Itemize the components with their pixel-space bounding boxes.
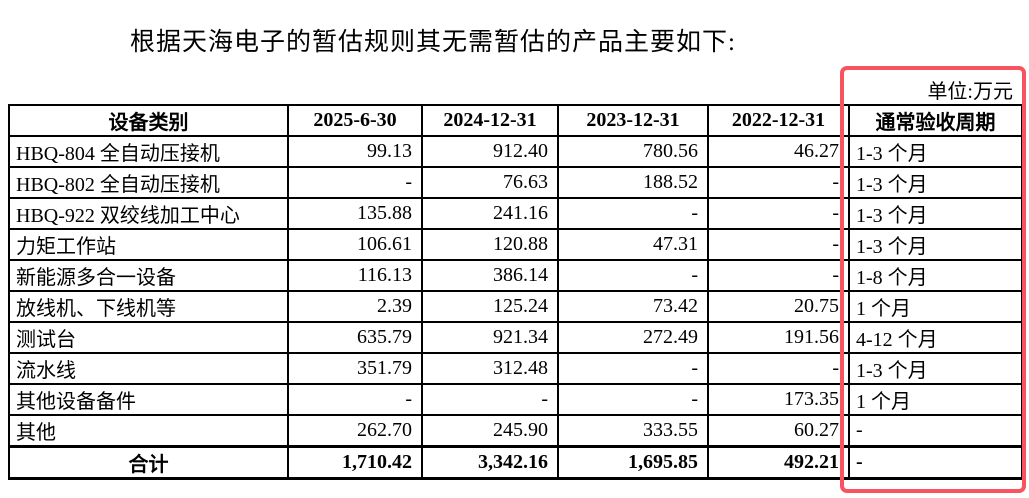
value-cell: 351.79 xyxy=(287,352,423,385)
value-cell: 125.24 xyxy=(421,290,559,323)
device-category-cell: HBQ-802 全自动压接机 xyxy=(8,166,289,199)
col-header-device-category: 设备类别 xyxy=(8,104,289,137)
table-row: HBQ-804 全自动压接机 99.13 912.40 780.56 46.27 1-3 … xyxy=(8,135,1023,168)
value-cell: 188.52 xyxy=(557,166,709,199)
col-header-2024-12-31: 2024-12-31 xyxy=(421,104,559,137)
value-cell: - xyxy=(287,383,423,416)
value-cell: 635.79 xyxy=(287,321,423,354)
value-cell: - xyxy=(287,166,423,199)
acceptance-period-cell: 1-3 个月 xyxy=(848,228,1023,261)
value-cell: 245.90 xyxy=(421,414,559,448)
acceptance-period-cell: 1 个月 xyxy=(848,383,1023,416)
value-cell: 333.55 xyxy=(557,414,709,448)
value-cell: 47.31 xyxy=(557,228,709,261)
acceptance-period-cell: 1 个月 xyxy=(848,290,1023,323)
table-row: 其他 262.70 245.90 333.55 60.27- xyxy=(8,414,1023,448)
table-row: 测试台 635.79 921.34 272.49 191.56 4-12 个月 xyxy=(8,321,1023,354)
table-row: HBQ-922 双绞线加工中心 135.88 241.16- -1-3 个月 xyxy=(8,197,1023,230)
device-category-cell: 流水线 xyxy=(8,352,289,385)
value-cell: 780.56 xyxy=(557,135,709,168)
acceptance-period-cell: 1-3 个月 xyxy=(848,166,1023,199)
table-row: 其他设备备件 - - -173.35 1 个月 xyxy=(8,383,1023,416)
value-cell: - xyxy=(421,383,559,416)
value-cell: 386.14 xyxy=(421,259,559,292)
value-cell: 120.88 xyxy=(421,228,559,261)
value-cell: 912.40 xyxy=(421,135,559,168)
value-cell: 241.16 xyxy=(421,197,559,230)
acceptance-period-cell: 1-3 个月 xyxy=(848,197,1023,230)
value-cell: 3,342.16 xyxy=(421,445,559,480)
value-cell: 76.63 xyxy=(421,166,559,199)
value-cell: 1,695.85 xyxy=(557,445,709,480)
table-row: 放线机、下线机等 2.39 125.24 73.42 20.75 1 个月 xyxy=(8,290,1023,323)
table-total-row: 合计 1,710.42 3,342.16 1,695.85 492.21- xyxy=(8,445,1023,480)
value-cell: - xyxy=(707,352,850,385)
col-header-2023-12-31: 2023-12-31 xyxy=(557,104,709,137)
table-row: 新能源多合一设备 116.13 386.14- -1-8 个月 xyxy=(8,259,1023,292)
device-category-cell: 合计 xyxy=(8,445,289,480)
device-category-cell: 放线机、下线机等 xyxy=(8,290,289,323)
value-cell: 2.39 xyxy=(287,290,423,323)
device-category-cell: HBQ-804 全自动压接机 xyxy=(8,135,289,168)
value-cell: - xyxy=(707,259,850,292)
table-row: 流水线 351.79 312.48- -1-3 个月 xyxy=(8,352,1023,385)
page-title: 根据天海电子的暂估规则其无需暂估的产品主要如下: xyxy=(130,29,736,56)
value-cell: 46.27 xyxy=(707,135,850,168)
value-cell: 73.42 xyxy=(557,290,709,323)
value-cell: - xyxy=(557,383,709,416)
value-cell: 312.48 xyxy=(421,352,559,385)
value-cell: 106.61 xyxy=(287,228,423,261)
col-header-2025-6-30: 2025-6-30 xyxy=(287,104,423,137)
device-category-cell: 力矩工作站 xyxy=(8,228,289,261)
value-cell: 191.56 xyxy=(707,321,850,354)
value-cell: - xyxy=(557,197,709,230)
acceptance-period-cell: - xyxy=(848,414,1023,448)
acceptance-period-cell: 4-12 个月 xyxy=(848,321,1023,354)
acceptance-period-cell: 1-3 个月 xyxy=(848,135,1023,168)
table-header-row: 设备类别 2025-6-30 2024-12-31 2023-12-31 202… xyxy=(8,104,1023,137)
device-category-cell: 其他设备备件 xyxy=(8,383,289,416)
device-category-cell: 测试台 xyxy=(8,321,289,354)
table-row: HBQ-802 全自动压接机 -76.63 188.52-1-3 个月 xyxy=(8,166,1023,199)
acceptance-period-cell: - xyxy=(848,445,1023,480)
value-cell: 135.88 xyxy=(287,197,423,230)
table-body: HBQ-804 全自动压接机 99.13 912.40 780.56 46.27 1-3 … xyxy=(8,135,1023,480)
table-row: 力矩工作站 106.61 120.88 47.31-1-3 个月 xyxy=(8,228,1023,261)
value-cell: 99.13 xyxy=(287,135,423,168)
device-category-cell: 新能源多合一设备 xyxy=(8,259,289,292)
no-estimate-products-table: 设备类别 2025-6-30 2024-12-31 2023-12-31 202… xyxy=(8,104,1023,480)
table-header: 设备类别 2025-6-30 2024-12-31 2023-12-31 202… xyxy=(8,104,1023,137)
value-cell: 262.70 xyxy=(287,414,423,448)
value-cell: - xyxy=(557,352,709,385)
value-cell: - xyxy=(707,197,850,230)
value-cell: 1,710.42 xyxy=(287,445,423,480)
value-cell: - xyxy=(707,166,850,199)
value-cell: 921.34 xyxy=(421,321,559,354)
value-cell: 173.35 xyxy=(707,383,850,416)
device-category-cell: 其他 xyxy=(8,414,289,448)
value-cell: 60.27 xyxy=(707,414,850,448)
value-cell: 492.21 xyxy=(707,445,850,480)
unit-label: 单位:万元 xyxy=(927,81,1013,103)
value-cell: 116.13 xyxy=(287,259,423,292)
device-category-cell: HBQ-922 双绞线加工中心 xyxy=(8,197,289,230)
value-cell: - xyxy=(707,228,850,261)
value-cell: 272.49 xyxy=(557,321,709,354)
col-header-acceptance-period: 通常验收周期 xyxy=(848,104,1023,137)
value-cell: - xyxy=(557,259,709,292)
acceptance-period-cell: 1-3 个月 xyxy=(848,352,1023,385)
col-header-2022-12-31: 2022-12-31 xyxy=(707,104,850,137)
acceptance-period-cell: 1-8 个月 xyxy=(848,259,1023,292)
value-cell: 20.75 xyxy=(707,290,850,323)
